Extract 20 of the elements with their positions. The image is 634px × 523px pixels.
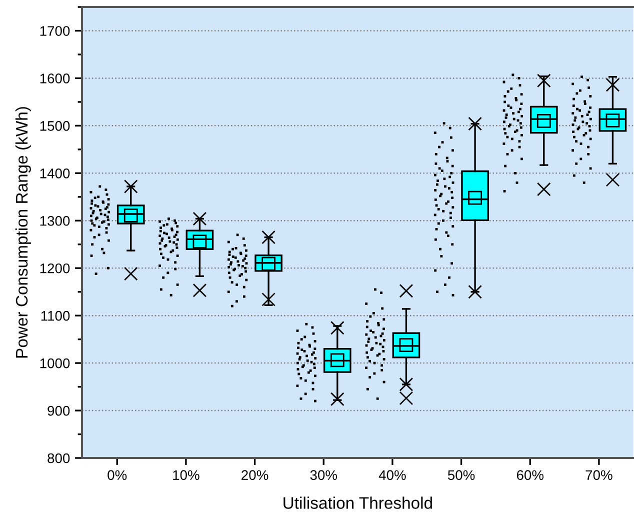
x-tick-label: 60% <box>516 470 544 480</box>
y-axis-title: Power Consumption Range (kWh) <box>15 107 31 358</box>
y-tick-label: 1700 <box>40 26 70 36</box>
y-tick-label: 1500 <box>40 121 70 131</box>
x-tick-label: 10% <box>173 470 200 480</box>
y-tick-label: 1300 <box>40 216 70 226</box>
y-tick-label: 1200 <box>40 263 70 274</box>
x-tick-label: 50% <box>448 470 475 480</box>
x-tick-label: 40% <box>378 470 406 480</box>
y-tick-label: 1400 <box>40 168 70 178</box>
x-tick-label: 30% <box>310 470 338 480</box>
x-tick-label: 70% <box>586 470 612 480</box>
y-tick-label: 1100 <box>41 310 70 321</box>
y-tick-label: 900 <box>48 406 70 416</box>
y-tick-label: 800 <box>48 453 70 464</box>
x-tick-label: 0% <box>108 470 127 480</box>
y-tick-label: 1600 <box>40 74 70 84</box>
x-axis-title: Utilisation Threshold <box>284 496 432 509</box>
x-tick-label: 20% <box>242 470 268 480</box>
y-tick-label: 1000 <box>40 358 70 368</box>
